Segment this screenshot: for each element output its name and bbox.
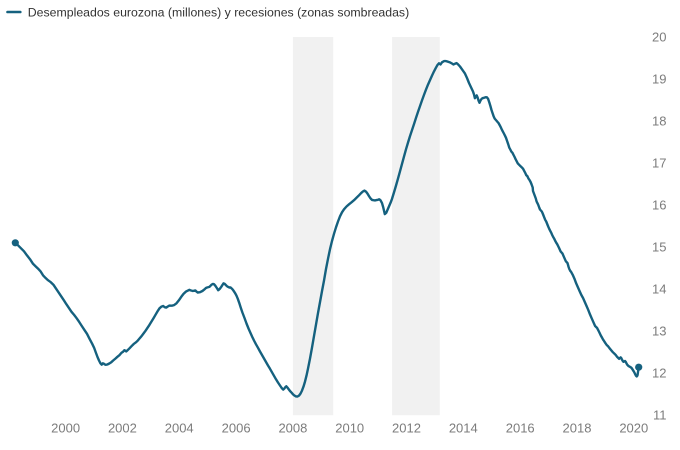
svg-text:2014: 2014	[449, 421, 478, 436]
svg-text:13: 13	[652, 324, 666, 339]
svg-text:2020: 2020	[619, 421, 648, 436]
svg-text:2008: 2008	[278, 421, 307, 436]
svg-text:2002: 2002	[108, 421, 137, 436]
svg-text:2018: 2018	[563, 421, 592, 436]
svg-text:2006: 2006	[222, 421, 251, 436]
svg-text:2012: 2012	[392, 421, 421, 436]
svg-text:2000: 2000	[51, 421, 80, 436]
svg-text:19: 19	[652, 72, 666, 87]
svg-text:11: 11	[653, 408, 667, 423]
svg-text:16: 16	[652, 198, 666, 213]
svg-text:14: 14	[652, 282, 666, 297]
svg-text:17: 17	[652, 156, 666, 171]
svg-text:15: 15	[652, 240, 666, 255]
svg-text:2004: 2004	[165, 421, 194, 436]
svg-text:Desempleados eurozona (millone: Desempleados eurozona (millones) y reces…	[28, 6, 409, 20]
svg-text:12: 12	[652, 366, 666, 381]
svg-text:2016: 2016	[506, 421, 535, 436]
svg-text:18: 18	[652, 114, 666, 129]
svg-text:2010: 2010	[335, 421, 364, 436]
svg-text:20: 20	[652, 30, 666, 45]
